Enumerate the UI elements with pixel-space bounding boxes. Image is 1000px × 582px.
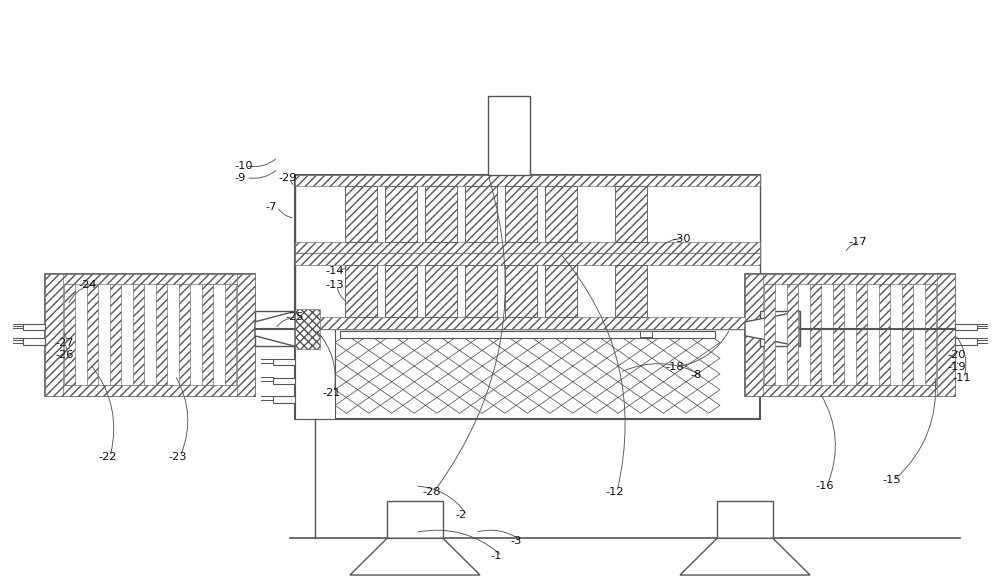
Bar <box>787 284 798 385</box>
Text: -22: -22 <box>98 452 116 462</box>
Bar <box>465 186 497 242</box>
Text: -9: -9 <box>234 172 245 183</box>
Bar <box>615 186 647 242</box>
Bar <box>879 284 890 385</box>
Bar <box>545 186 577 242</box>
Bar <box>745 274 763 396</box>
Bar <box>295 309 320 349</box>
Bar <box>255 311 295 346</box>
Bar <box>615 265 647 317</box>
Bar <box>760 311 800 346</box>
Bar <box>133 284 144 385</box>
Bar <box>295 242 760 253</box>
Text: -8: -8 <box>690 370 701 381</box>
Bar <box>23 338 45 345</box>
Bar <box>273 396 295 403</box>
Bar <box>45 385 255 396</box>
Bar <box>745 274 955 396</box>
Bar <box>545 265 577 317</box>
Bar <box>87 284 98 385</box>
Bar <box>505 265 537 317</box>
Text: -28: -28 <box>422 487 440 497</box>
Text: -16: -16 <box>815 481 834 491</box>
Bar <box>833 284 844 385</box>
Bar <box>937 274 955 396</box>
Bar <box>179 284 190 385</box>
Text: -30: -30 <box>672 233 691 244</box>
Text: -24: -24 <box>78 280 96 290</box>
Bar <box>345 265 377 317</box>
Text: -23: -23 <box>168 452 186 462</box>
Text: -29: -29 <box>278 172 296 183</box>
Text: -15: -15 <box>882 475 901 485</box>
Bar <box>225 284 236 385</box>
Text: -20: -20 <box>947 350 966 360</box>
Bar <box>295 253 760 265</box>
Bar <box>955 338 977 345</box>
Bar <box>745 274 955 284</box>
Text: -14: -14 <box>325 265 344 276</box>
Bar <box>465 265 497 317</box>
Bar <box>425 186 457 242</box>
Polygon shape <box>680 538 810 575</box>
Polygon shape <box>350 538 480 575</box>
Polygon shape <box>745 311 800 346</box>
Bar <box>505 186 537 242</box>
Text: -13: -13 <box>325 280 344 290</box>
Bar <box>295 175 760 253</box>
Bar <box>955 324 977 330</box>
Polygon shape <box>255 311 295 346</box>
Bar <box>488 96 530 175</box>
Text: -1: -1 <box>490 551 501 561</box>
Bar <box>110 284 121 385</box>
Bar <box>810 284 821 385</box>
Bar <box>745 385 955 396</box>
Text: -19: -19 <box>947 361 966 372</box>
Bar <box>640 331 652 337</box>
Bar <box>295 175 760 419</box>
Text: -27: -27 <box>55 338 74 349</box>
Bar <box>345 186 377 242</box>
Bar <box>295 317 760 329</box>
Bar <box>64 284 75 385</box>
Text: -2: -2 <box>455 510 466 520</box>
Bar <box>202 284 213 385</box>
Bar <box>385 265 417 317</box>
Text: -17: -17 <box>848 236 867 247</box>
Bar <box>273 359 295 365</box>
Bar <box>925 284 936 385</box>
Text: -10: -10 <box>234 161 253 171</box>
Bar <box>295 175 760 186</box>
Bar <box>237 274 255 396</box>
Text: -12: -12 <box>605 487 624 497</box>
Bar <box>425 265 457 317</box>
Text: -3: -3 <box>510 536 521 546</box>
Bar <box>45 274 255 396</box>
Bar <box>717 501 773 538</box>
Bar <box>45 274 255 284</box>
Bar <box>385 186 417 242</box>
Bar <box>156 284 167 385</box>
Bar <box>387 501 443 538</box>
Text: -26: -26 <box>55 350 73 360</box>
Bar <box>856 284 867 385</box>
Text: -21: -21 <box>322 388 340 398</box>
Bar <box>340 331 715 338</box>
Bar <box>295 253 760 329</box>
Bar <box>273 378 295 384</box>
Bar <box>902 284 913 385</box>
Text: -11: -11 <box>952 373 971 384</box>
Text: -25: -25 <box>285 312 304 322</box>
Bar <box>764 284 775 385</box>
Bar <box>23 324 45 330</box>
Text: -7: -7 <box>265 201 276 212</box>
Bar <box>45 274 63 396</box>
Bar <box>295 329 335 419</box>
Text: -18: -18 <box>665 361 684 372</box>
